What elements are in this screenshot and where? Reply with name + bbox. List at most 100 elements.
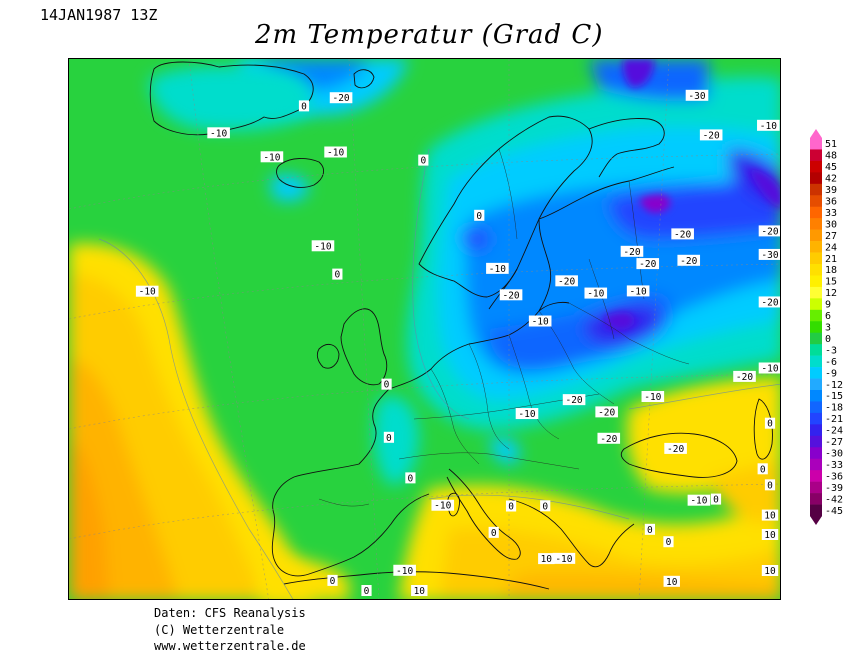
colorbar-tick-label: -42 xyxy=(825,494,843,505)
contour-label-bg xyxy=(687,494,711,506)
contour-label-text: -20 xyxy=(598,407,615,418)
colorbar-tick-label: -21 xyxy=(825,414,843,425)
contour-label-text: -10 xyxy=(434,501,451,512)
contour-label-bg xyxy=(555,275,578,287)
contour-label: 10 xyxy=(761,529,779,541)
colorbar-swatch xyxy=(810,264,822,276)
contour-label: 10 xyxy=(411,585,428,597)
contour-label: -20 xyxy=(499,289,523,301)
colorbar-tick-label: 30 xyxy=(825,219,837,230)
contour-label-bg xyxy=(515,408,539,420)
colorbar-tick-label: -12 xyxy=(825,380,843,391)
contour-label-bg xyxy=(663,536,674,548)
colorbar-swatch xyxy=(810,218,822,230)
contour-label: -20 xyxy=(758,225,780,237)
contour-label: 10 xyxy=(663,575,680,588)
contour-label: 0 xyxy=(764,479,776,491)
contour-label-text: 0 xyxy=(767,419,773,430)
colorbar-swatch xyxy=(810,344,822,356)
contour-label: -20 xyxy=(699,129,723,141)
contour-label: -20 xyxy=(664,442,687,455)
contour-label-text: -20 xyxy=(736,372,753,383)
colorbar-tick-label: -15 xyxy=(825,391,843,402)
coastlines xyxy=(149,61,773,590)
warm-mediterranean xyxy=(259,377,780,599)
contour-label-bg xyxy=(636,258,660,270)
contour-label-bg xyxy=(538,553,555,565)
contour-label-bg xyxy=(528,315,552,327)
contour-label: -20 xyxy=(636,258,660,270)
colorbar-tick-label: 33 xyxy=(825,208,837,219)
contour-label: 0 xyxy=(327,574,338,587)
colorbar-swatch xyxy=(810,424,822,437)
contour-label-text: 10 xyxy=(414,586,426,597)
colorbar-tick-label: 6 xyxy=(825,311,831,322)
contour-label-text: 0 xyxy=(508,502,514,513)
colorbar-swatch xyxy=(810,458,822,471)
contour-label-text: 0 xyxy=(767,480,773,491)
contour-label-text: 10 xyxy=(666,577,678,588)
colorbar-tick-label: -6 xyxy=(825,357,837,368)
contour-label-text: -10 xyxy=(630,286,647,297)
colorbar-tick-label: -24 xyxy=(825,426,843,437)
contour-label: -20 xyxy=(677,254,701,267)
contour-label-text: -20 xyxy=(623,247,640,258)
colorbar-swatch xyxy=(810,321,822,334)
contour-label: -10 xyxy=(207,127,230,139)
map-title: 2m Temperatur (Grad C) xyxy=(255,20,604,50)
contour-label-text: 0 xyxy=(386,433,392,444)
contour-label: -10 xyxy=(324,146,347,159)
contour-label-bg xyxy=(758,225,780,237)
contour-label: -20 xyxy=(620,245,644,258)
contour-label-text: -10 xyxy=(690,496,707,507)
contour-label: -20 xyxy=(671,228,694,240)
contour-label-text: -10 xyxy=(555,554,572,565)
colorbar-tick-label: -33 xyxy=(825,460,843,471)
contour-label-bg xyxy=(298,100,310,112)
contour-label: 0 xyxy=(540,500,551,512)
colorbar-swatch xyxy=(810,481,822,494)
contour-label: -20 xyxy=(329,92,353,104)
contour-label: 0 xyxy=(663,536,674,548)
colorbar-tick-label: -9 xyxy=(825,368,837,379)
contour-label-bg xyxy=(411,585,428,596)
cold-cores xyxy=(604,59,780,330)
contour-label-text: 0 xyxy=(420,156,426,167)
colorbar-swatch xyxy=(810,229,822,242)
contour-label: 0 xyxy=(757,463,768,475)
contour-label-text: -20 xyxy=(502,290,519,301)
contour-label-text: -20 xyxy=(761,226,778,237)
contour-label-bg xyxy=(641,391,665,403)
colorbar-swatch xyxy=(810,160,822,173)
contour-label: 10 xyxy=(761,509,779,522)
colorbar-tick-label: -30 xyxy=(825,449,843,460)
contour-label-bg xyxy=(626,285,650,297)
colorbar-tick-label: 45 xyxy=(825,162,837,173)
contour-label-text: 10 xyxy=(541,554,553,565)
colorbar-swatch xyxy=(810,309,822,322)
colorbar-swatch xyxy=(810,378,822,391)
colorbar-arrow-top xyxy=(810,129,822,138)
contour-label: -30 xyxy=(758,248,780,261)
contour-label-bg xyxy=(699,129,723,141)
colorbar-swatch xyxy=(810,412,822,425)
contour-label-text: 10 xyxy=(764,530,776,541)
contour-label-text: 0 xyxy=(713,495,719,506)
contour-label-text: -20 xyxy=(680,256,697,267)
colorbar-tick-label: 39 xyxy=(825,185,837,196)
contour-label-text: -20 xyxy=(674,229,691,240)
contour-label-bg xyxy=(761,509,779,521)
colorbar-swatch xyxy=(810,252,822,265)
contour-label: 0 xyxy=(764,417,776,430)
contour-label: -10 xyxy=(393,564,416,577)
contour-label-bg xyxy=(260,151,284,163)
colorbar-arrow-bottom xyxy=(810,516,822,525)
contour-label-bg xyxy=(764,417,776,429)
website: www.wetterzentrale.de xyxy=(154,639,306,653)
contour-label-text: 0 xyxy=(334,270,340,281)
colorbar-swatch xyxy=(810,470,822,482)
contour-label: 0 xyxy=(474,209,485,222)
contour-label-bg xyxy=(327,574,338,586)
valid-time: 14JAN1987 13Z xyxy=(40,6,158,24)
contour-label: -20 xyxy=(595,406,618,418)
